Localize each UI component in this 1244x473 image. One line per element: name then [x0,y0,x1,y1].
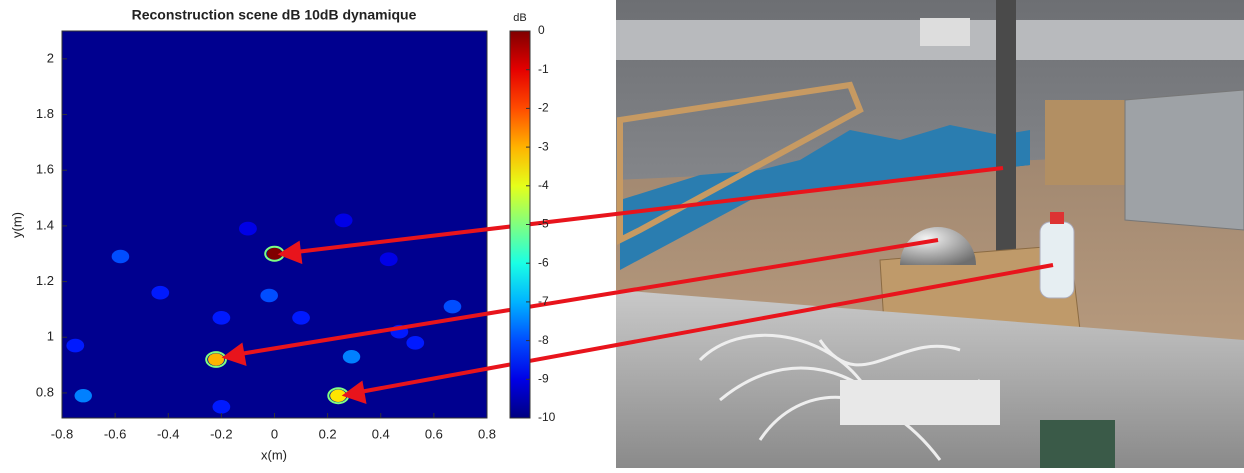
colorbar-tick-label: -10 [538,410,556,424]
plot-area [62,31,487,418]
arrow-head [341,380,367,404]
bottle [1039,221,1075,299]
vent [920,18,970,46]
colorbar-label: dB [513,12,526,24]
circuit [840,380,1000,425]
heat-spot [111,249,130,264]
y-tick-label: 2 [47,50,54,65]
arrow [295,166,1004,254]
x-tick-label: -0.6 [104,426,126,441]
colorbar-tick-label: -6 [538,255,549,269]
heat-spot [74,389,92,403]
y-tick-label: 0.8 [36,384,54,399]
metal-cabinet [1124,89,1244,231]
chart-title: Reconstruction scene dB 10dB dynamique [132,7,417,23]
heat-spot [334,213,353,228]
colorbar-tick-label: -3 [538,139,549,153]
x-tick-label: 0.8 [478,426,496,441]
heat-spot [66,338,85,353]
heat-spot [292,310,310,325]
heat-spot-halo [205,351,227,368]
x-tick-label: 0.6 [425,426,443,441]
y-tick-label: 1.4 [36,217,54,232]
y-tick-label: 1.8 [36,106,54,121]
photo [616,0,1244,468]
colorbar-tick-label: -9 [538,371,549,385]
x-axis-label: x(m) [261,447,287,462]
hemisphere [900,227,976,265]
heat-spot [266,247,283,260]
colorbar-tick-label: 0 [538,23,545,37]
y-tick-label: 1.2 [36,273,54,288]
heat-spot [443,299,462,314]
arrow [359,263,1054,394]
heat-spot [379,252,398,267]
y-axis-label: y(m) [9,212,24,238]
x-tick-label: 0.2 [319,426,337,441]
heat-spot [260,288,278,303]
cables [698,333,982,461]
y-tick-label: 1 [47,329,54,344]
heat-spot [330,389,347,402]
heatmap [66,213,462,414]
x-tick-label: -0.8 [51,426,73,441]
heat-spot [406,336,425,350]
heat-spot [151,285,170,300]
heat-spot [212,400,231,414]
arrow [239,238,939,356]
x-tick-label: -0.4 [157,426,179,441]
heat-spot [238,221,257,236]
arrow-head [277,240,303,265]
y-tick-label: 1.6 [36,162,54,177]
arrows [221,166,1054,404]
heat-spot [208,353,225,366]
pole [996,0,1016,260]
arrow-head [221,342,247,366]
heat-spot [212,310,231,325]
cardboard-box [1045,100,1125,185]
colorbar-tick-label: -1 [538,62,549,76]
colorbar-tick-label: -2 [538,101,549,115]
x-tick-label: 0 [271,426,278,441]
colorbar-tick-label: -7 [538,294,549,308]
colorbar-tick-label: -8 [538,333,549,347]
heat-spot [342,350,361,364]
rail [617,81,864,245]
x-tick-label: -0.2 [210,426,232,441]
x-tick-label: 0.4 [372,426,390,441]
bottle-cap [1050,212,1064,224]
device [1040,420,1115,468]
absorber-cones [620,125,1030,270]
colorbar-tick-label: -5 [538,217,549,231]
colorbar-tick-label: -4 [538,178,549,192]
